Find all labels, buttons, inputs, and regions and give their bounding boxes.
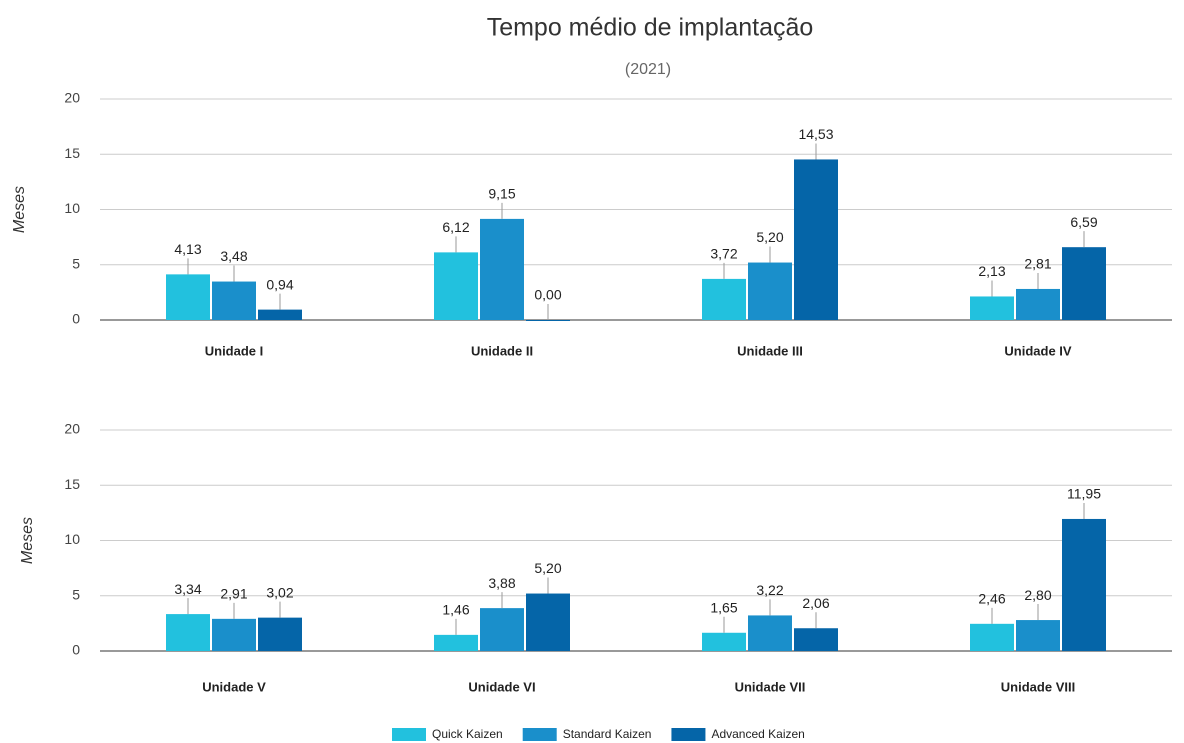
x-tick-label: Unidade VII <box>735 679 806 694</box>
y-tick-label: 15 <box>64 145 80 161</box>
y-axis-title: Meses <box>11 186 28 233</box>
bar <box>212 618 256 651</box>
bar <box>748 262 792 320</box>
y-tick-label: 20 <box>64 90 80 106</box>
bar <box>166 614 210 651</box>
y-tick-label: 15 <box>64 476 80 492</box>
bar <box>434 634 478 651</box>
data-label: 9,15 <box>488 186 515 202</box>
data-label: 2,46 <box>978 591 1005 607</box>
legend-label: Advanced Kaizen <box>711 727 804 741</box>
bar <box>970 623 1014 651</box>
bar <box>970 296 1014 320</box>
data-label: 5,20 <box>756 229 783 245</box>
data-label: 4,13 <box>174 241 201 257</box>
data-label: 3,22 <box>756 582 783 598</box>
bar <box>1062 247 1106 320</box>
y-tick-label: 10 <box>64 531 80 547</box>
data-label: 2,06 <box>802 595 829 611</box>
data-label: 3,72 <box>710 246 737 262</box>
bar <box>166 274 210 320</box>
legend-swatch <box>522 728 557 741</box>
chart-title: Tempo médio de implantação <box>487 14 814 42</box>
bar <box>258 617 302 651</box>
x-tick-label: Unidade II <box>471 343 533 358</box>
y-tick-label: 0 <box>72 311 80 327</box>
bar <box>212 281 256 320</box>
bar <box>1062 518 1106 651</box>
data-label: 0,00 <box>534 287 561 303</box>
bar <box>702 632 746 651</box>
bar <box>480 218 524 320</box>
y-axis-title: Meses <box>19 517 36 564</box>
y-tick-label: 20 <box>64 421 80 437</box>
x-tick-label: Unidade VI <box>468 679 535 694</box>
data-label: 3,02 <box>266 584 293 600</box>
data-label: 1,65 <box>710 599 737 615</box>
legend-label: Standard Kaizen <box>563 727 652 741</box>
data-label: 1,46 <box>442 602 469 618</box>
data-label: 2,91 <box>220 586 247 602</box>
bar <box>526 320 570 321</box>
data-label: 6,12 <box>442 219 469 235</box>
bar <box>794 628 838 651</box>
data-label: 11,95 <box>1067 486 1101 502</box>
x-tick-label: Unidade VIII <box>1001 679 1075 694</box>
data-label: 14,53 <box>798 126 833 142</box>
chart-subtitle: (2021) <box>625 61 671 78</box>
bar <box>794 159 838 320</box>
legend-swatch <box>392 728 426 741</box>
bar <box>1016 288 1060 320</box>
y-tick-label: 5 <box>72 255 80 271</box>
bar <box>748 615 792 651</box>
data-label: 5,20 <box>534 560 561 576</box>
data-label: 2,80 <box>1024 587 1051 603</box>
legend-label: Quick Kaizen <box>432 727 503 741</box>
data-label: 3,48 <box>220 248 247 264</box>
x-tick-label: Unidade V <box>202 679 266 694</box>
y-tick-label: 10 <box>64 200 80 216</box>
bar <box>702 278 746 320</box>
data-label: 2,13 <box>978 263 1005 279</box>
bar <box>434 252 478 320</box>
x-tick-label: Unidade IV <box>1004 343 1072 358</box>
data-label: 6,59 <box>1070 214 1097 230</box>
bar <box>526 593 570 651</box>
data-label: 3,88 <box>488 575 515 591</box>
y-tick-label: 5 <box>72 586 80 602</box>
bar <box>480 608 524 651</box>
data-label: 2,81 <box>1024 256 1051 272</box>
x-tick-label: Unidade I <box>205 343 264 358</box>
x-tick-label: Unidade III <box>737 343 803 358</box>
legend-swatch <box>671 728 706 741</box>
bar <box>1016 620 1060 651</box>
y-tick-label: 0 <box>72 642 80 658</box>
bar <box>258 309 302 320</box>
data-label: 3,34 <box>174 581 201 597</box>
data-label: 0,94 <box>266 276 293 292</box>
